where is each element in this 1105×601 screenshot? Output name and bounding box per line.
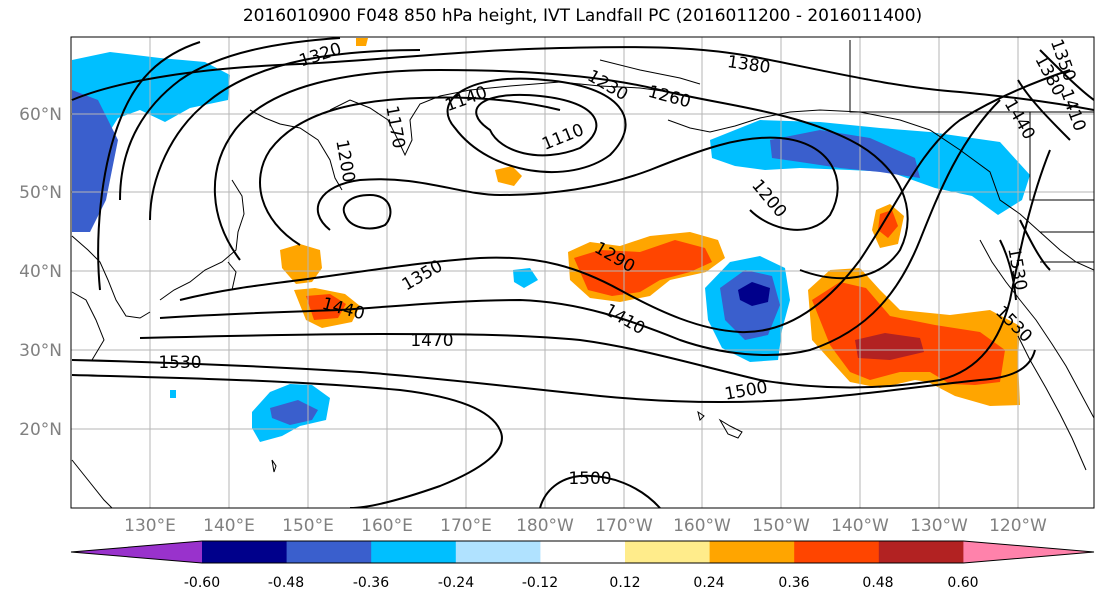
map-title: 2016010900 F048 850 hPa height, IVT Land… <box>242 6 923 26</box>
lat-label: 20°N <box>19 420 62 440</box>
lon-label: 160°E <box>361 516 413 536</box>
colorbar-cell <box>286 541 372 563</box>
contour-label: 1530 <box>158 353 201 373</box>
contour-label: 1470 <box>410 331 453 351</box>
colorbar-cells <box>70 540 1095 564</box>
lat-label: 60°N <box>19 105 62 125</box>
colorbar-cell <box>709 541 795 563</box>
coastlines <box>71 40 1094 508</box>
map-panel <box>71 37 1094 508</box>
colorbar-cell <box>371 541 457 563</box>
colorbar-tick: 0.48 <box>862 575 893 591</box>
lon-label: 130°W <box>910 516 968 536</box>
colorbar-tick: -0.36 <box>353 575 389 591</box>
lat-label: 30°N <box>19 341 62 361</box>
lon-label: 140°E <box>203 516 255 536</box>
lon-label: 130°E <box>124 516 176 536</box>
height-contours <box>71 37 1094 508</box>
colorbar-tick: -0.12 <box>522 575 558 591</box>
colorbar-tick-labels: -0.60 -0.48 -0.36 -0.24 -0.12 0.12 0.24 … <box>184 575 979 591</box>
colorbar-tick: -0.24 <box>438 575 474 591</box>
colorbar-cell <box>455 541 541 563</box>
colorbar-tick: 0.36 <box>778 575 809 591</box>
lon-label: 150°W <box>752 516 810 536</box>
colorbar-tick: -0.48 <box>268 575 304 591</box>
lon-label: 140°W <box>831 516 889 536</box>
lon-label: 180°W <box>516 516 574 536</box>
lon-label: 160°W <box>673 516 731 536</box>
colorbar-tick: 0.24 <box>693 575 724 591</box>
colorbar-cell <box>963 541 1094 563</box>
lon-label: 170°W <box>595 516 653 536</box>
lon-label: 120°W <box>989 516 1047 536</box>
map-frame <box>70 36 1095 509</box>
contour-label: 1500 <box>568 469 611 489</box>
colorbar-cell <box>794 541 880 563</box>
colorbar: -0.60 -0.48 -0.36 -0.24 -0.12 0.12 0.24 … <box>70 540 1095 591</box>
lat-label: 50°N <box>19 183 62 203</box>
colorbar-cell <box>71 541 202 563</box>
lat-label: 40°N <box>19 262 62 282</box>
colorbar-tick: -0.60 <box>184 575 220 591</box>
colorbar-outline <box>70 540 1095 564</box>
colorbar-cell <box>625 541 711 563</box>
lon-label: 170°E <box>440 516 492 536</box>
longitude-labels: 130°E 140°E 150°E 160°E 170°E 180°W 170°… <box>124 516 1047 536</box>
colorbar-cell <box>540 541 626 563</box>
colorbar-tick: 0.60 <box>947 575 978 591</box>
gridlines <box>71 37 1094 508</box>
latitude-labels: 60°N 50°N 40°N 30°N 20°N <box>19 105 62 440</box>
lon-label: 150°E <box>282 516 334 536</box>
ivt-shading <box>72 38 1030 442</box>
colorbar-cell <box>878 541 964 563</box>
colorbar-tick: 0.12 <box>609 575 640 591</box>
colorbar-cell <box>202 541 288 563</box>
